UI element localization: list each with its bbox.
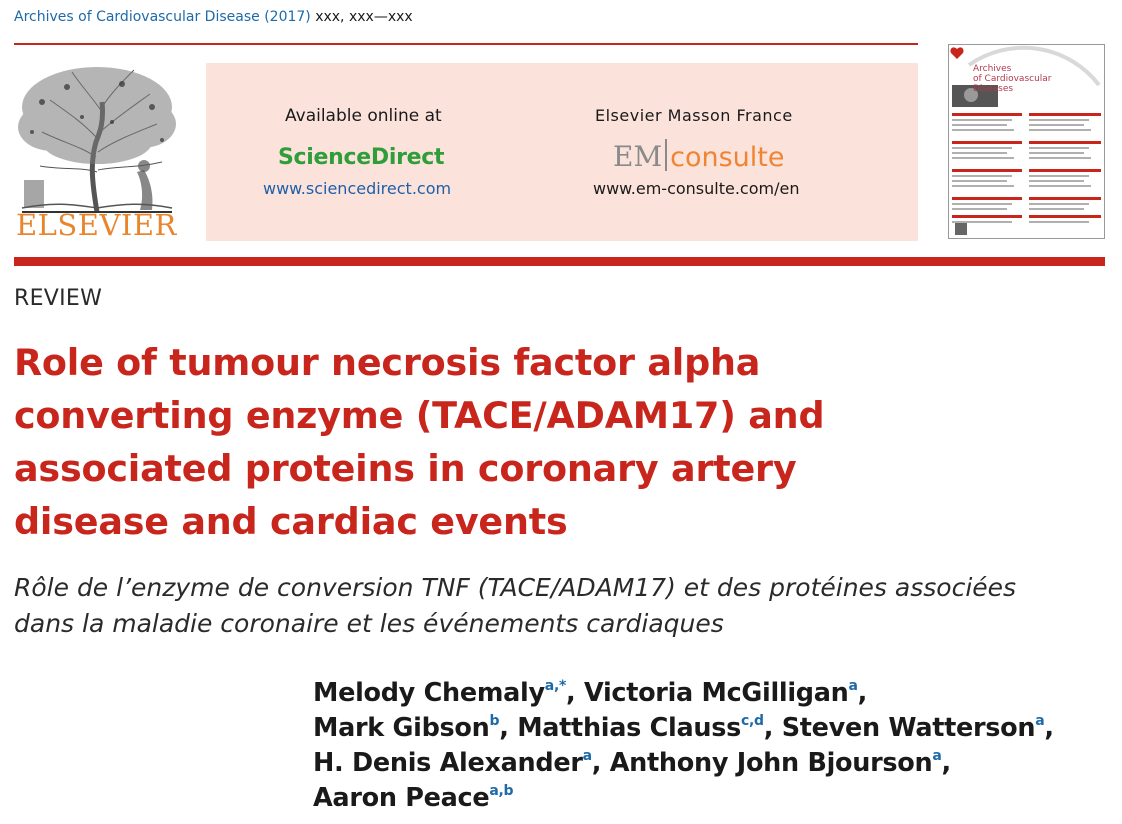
- author-affiliation-link[interactable]: b: [489, 713, 500, 729]
- author-name: Anthony John Bjourson: [609, 748, 933, 778]
- journal-name[interactable]: Archives of Cardiovascular Disease (2017…: [14, 9, 311, 25]
- em-consulte-link[interactable]: www.em-consulte.com/en: [593, 179, 800, 198]
- author-affiliation-link[interactable]: a,b: [489, 783, 514, 799]
- author-affiliation-link[interactable]: a: [582, 748, 592, 764]
- article-subtitle-line: Rôle de l’enzyme de conversion TNF (TACE…: [14, 573, 1017, 602]
- author-name: H. Denis Alexander: [313, 748, 583, 778]
- sciencedirect-logo[interactable]: ScienceDirect: [278, 145, 445, 170]
- article-title: Role of tumour necrosis factor alpha con…: [14, 336, 1064, 548]
- em-logo-right: consulte: [670, 142, 785, 173]
- elsevier-wordmark: ELSEVIER: [16, 208, 177, 242]
- journal-pages: xxx, xxx—xxx: [315, 9, 413, 25]
- sciencedirect-link[interactable]: www.sciencedirect.com: [263, 179, 452, 198]
- header-bottom-rule: [14, 257, 1105, 266]
- journal-cover-thumbnail[interactable]: Archives of Cardiovascular Diseases: [948, 44, 1105, 239]
- author-affiliation-link[interactable]: a: [932, 748, 942, 764]
- cover-title-line3: Diseases: [973, 84, 1014, 94]
- author-line: Mark Gibsonb, Matthias Claussc,d, Steven…: [313, 713, 1054, 743]
- availability-banner: Available online at ScienceDirect www.sc…: [206, 63, 918, 241]
- author-name: Matthias Clauss: [517, 713, 741, 743]
- em-logo-left: EM: [613, 140, 663, 173]
- journal-reference: Archives of Cardiovascular Disease (2017…: [14, 9, 413, 25]
- cover-title-line2: of Cardiovascular: [973, 74, 1052, 84]
- em-logo-divider: [665, 139, 668, 171]
- elsevier-masson-label: Elsevier Masson France: [595, 106, 793, 125]
- author-name: Victoria McGilligan: [583, 678, 849, 708]
- author-name: Steven Watterson: [781, 713, 1036, 743]
- available-online-label: Available online at: [285, 106, 442, 126]
- article-section-label: REVIEW: [14, 286, 103, 311]
- article-title-line: converting enzyme (TACE/ADAM17) and: [14, 394, 825, 437]
- cover-title-line1: Archives: [973, 64, 1012, 74]
- author-affiliation-link[interactable]: a,*: [544, 678, 566, 694]
- author-name: Aaron Peace: [313, 783, 490, 813]
- header-top-rule: [14, 43, 918, 45]
- author-line: Aaron Peacea,b: [313, 781, 1113, 816]
- author-line: H. Denis Alexandera, Anthony John Bjours…: [313, 748, 951, 778]
- author-line: Melody Chemalya,*, Victoria McGilligana,: [313, 678, 868, 708]
- em-consulte-logo[interactable]: EM consulte: [613, 139, 784, 173]
- article-title-line: associated proteins in coronary artery: [14, 447, 797, 490]
- cover-art-icon: [950, 45, 1101, 235]
- article-subtitle-french: Rôle de l’enzyme de conversion TNF (TACE…: [14, 570, 1114, 642]
- author-affiliation-link[interactable]: c,d: [740, 713, 764, 729]
- article-title-line: Role of tumour necrosis factor alpha: [14, 341, 761, 384]
- author-list: Melody Chemalya,*, Victoria McGilligana,…: [313, 676, 1113, 816]
- author-affiliation-link[interactable]: a: [1035, 713, 1045, 729]
- author-name: Melody Chemaly: [313, 678, 545, 708]
- article-title-line: disease and cardiac events: [14, 500, 568, 543]
- elsevier-tree-logo-icon: [18, 67, 176, 213]
- article-subtitle-line: dans la maladie coronaire et les événeme…: [14, 609, 724, 638]
- author-name: Mark Gibson: [313, 713, 490, 743]
- author-affiliation-link[interactable]: a: [848, 678, 858, 694]
- cover-title: Archives of Cardiovascular Diseases: [973, 64, 1052, 94]
